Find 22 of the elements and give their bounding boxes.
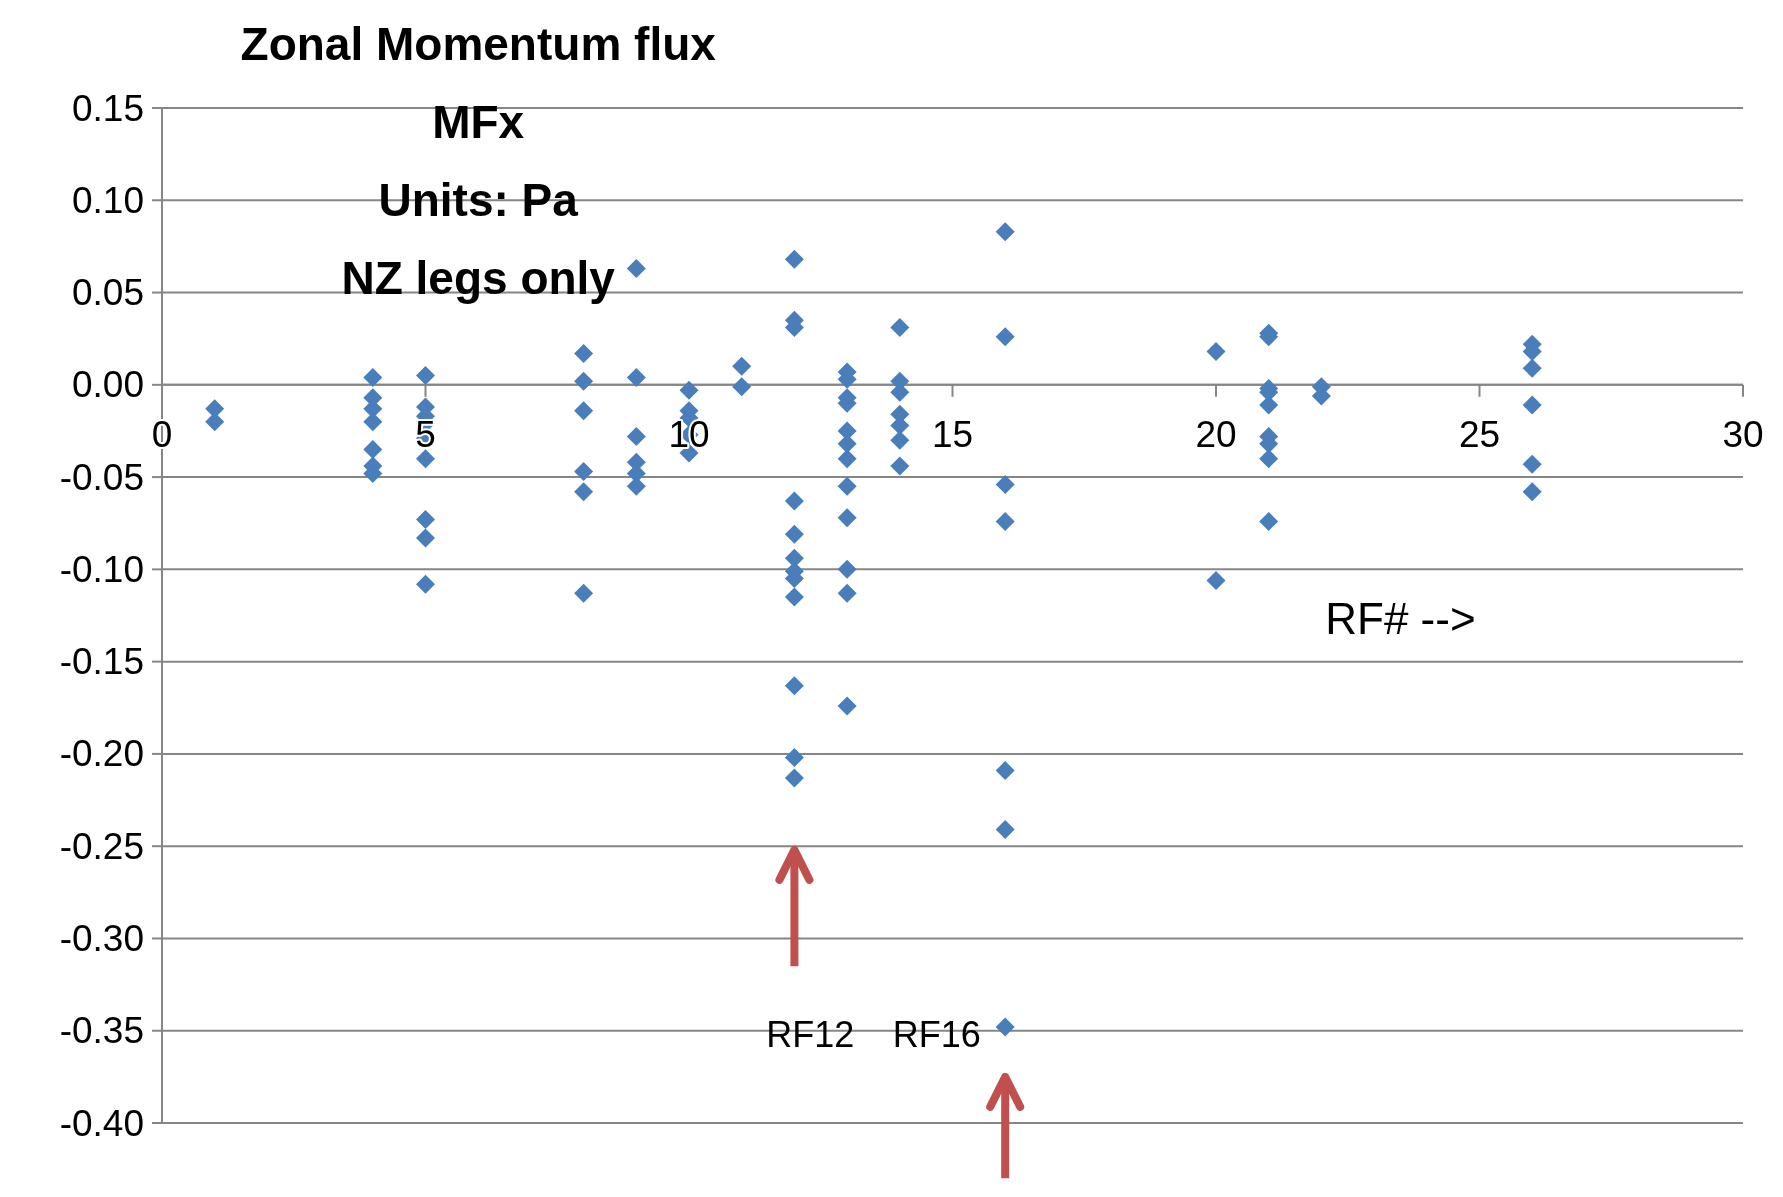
x-tick-label: 20 [1195,413,1237,455]
x-tick-label: 0 [151,413,173,455]
y-tick-label: -0.20 [59,733,144,775]
x-tick-label: 15 [931,413,974,455]
y-tick-label: -0.15 [59,641,144,683]
y-tick-label: -0.40 [59,1102,144,1144]
y-tick-label: 0.10 [71,179,144,221]
y-tick-label: 0.00 [71,364,144,406]
y-tick-label: -0.35 [59,1010,144,1052]
text: MFx Units: Pa NZ legs only [341,96,616,304]
annotation: RF16 [892,1013,981,1055]
x-tick-label: 25 [1458,413,1501,455]
y-tick-label: 0.05 [71,272,144,314]
y-tick-label: -0.10 [59,548,144,590]
y-tick-label: 0.15 [71,87,144,129]
x-tick-label: 30 [1722,413,1764,455]
y-tick-label: -0.25 [59,825,144,867]
annotation: RF12 [766,1013,855,1055]
chart-title: Zonal Momentum flux [240,18,717,70]
y-tick-label: -0.05 [59,456,144,498]
x-axis-title: RF# --> [1325,593,1476,643]
y-tick-label: -0.30 [59,917,144,959]
